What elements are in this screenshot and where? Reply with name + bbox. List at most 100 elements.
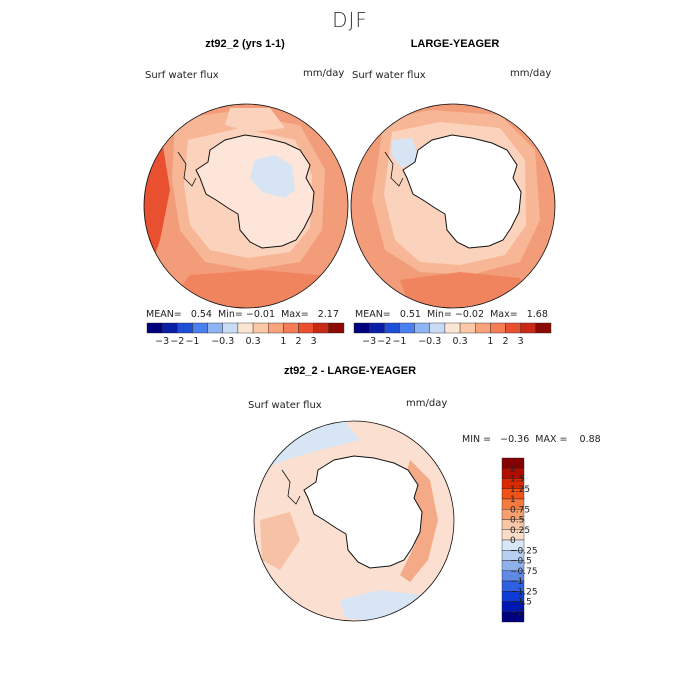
panel3-peninsula-coastline bbox=[281, 469, 301, 505]
panel1-colorbar-tick-label: −1 bbox=[185, 336, 199, 347]
panel1-map bbox=[143, 103, 349, 309]
panel3-colorbar-tick-label: 0.25 bbox=[510, 526, 530, 536]
panel3-colorbar-tick-label: 1.5 bbox=[510, 475, 524, 485]
panel2-stats: MEAN= 0.51 Min= −0.02 Max= 1.68 bbox=[355, 309, 548, 320]
panel2-colorbar-tick-label: −0.3 bbox=[418, 336, 441, 347]
panel2-map bbox=[350, 103, 556, 309]
panel3-colorbar-tick-label: 1 bbox=[510, 495, 516, 505]
panel1-field-patch-north bbox=[225, 108, 285, 132]
panel3-colorbar-tick-label: −1.5 bbox=[510, 598, 532, 608]
panel2-max-value: 1.68 bbox=[526, 309, 548, 320]
panel2-ice-blue-patch bbox=[392, 138, 420, 168]
panel3-colorbar-tick-label: 0.75 bbox=[510, 505, 530, 515]
panel2-colorbar-tick-label: −2 bbox=[377, 336, 391, 347]
panel2-colorbar-tick-label: 2 bbox=[503, 336, 509, 347]
panel2-colorbar: −3 −2 −1 −0.3 0.3 1 2 3 bbox=[353, 322, 552, 347]
panel3-antarctica-outline bbox=[303, 455, 423, 569]
panel2-min-value: −0.02 bbox=[454, 309, 485, 320]
panel1-title: zt92_2 (yrs 1-1) bbox=[205, 38, 285, 50]
panel1-colorbar-swatch bbox=[283, 322, 299, 334]
panel3-colorbar-tick-label: −2 bbox=[510, 608, 523, 618]
panel2-title: LARGE-YEAGER bbox=[410, 38, 500, 50]
panel2-variable-label: Surf water flux bbox=[352, 70, 426, 81]
panel1-max-label: Max= bbox=[281, 309, 309, 320]
panel2-colorbar-swatch bbox=[490, 322, 506, 334]
panel2-colorbar-tick-label: 0.3 bbox=[453, 336, 468, 347]
panel2-min-label: Min= bbox=[427, 309, 452, 320]
panel1-colorbar-tick-label: 1 bbox=[280, 336, 286, 347]
panel3-variable-label: Surf water flux bbox=[248, 400, 322, 411]
panel2-colorbar-tick-label: −1 bbox=[392, 336, 406, 347]
panel1-min-label: Min= bbox=[218, 309, 243, 320]
panel2-colorbar-swatch bbox=[429, 322, 446, 334]
panel2-colorbar-swatch bbox=[520, 322, 537, 334]
panel2-peninsula-coastline bbox=[384, 151, 404, 187]
panel1-max-value: 2.17 bbox=[317, 309, 339, 320]
panel1-colorbar-tick-label: −0.3 bbox=[211, 336, 234, 347]
panel3-colorbar-tick-label: 2 bbox=[510, 464, 516, 474]
panel3-title: zt92_2 - LARGE-YEAGER bbox=[283, 365, 417, 377]
panel2-colorbar-swatch bbox=[368, 322, 385, 334]
panel2-max-label: Max= bbox=[490, 309, 518, 320]
panel1-colorbar-tick-label: 2 bbox=[296, 336, 302, 347]
panel1-colorbar-swatch bbox=[252, 322, 269, 334]
panel1-colorbar-tick-label: −3 bbox=[155, 336, 169, 347]
panel1-colorbar-swatch bbox=[192, 322, 208, 334]
panel3-colorbar-tick-label: 0.5 bbox=[510, 516, 524, 526]
panel3-colorbar-tick-label: −0.25 bbox=[510, 546, 538, 556]
panel2-colorbar-swatch bbox=[505, 322, 521, 334]
panel1-colorbar-swatch bbox=[298, 322, 314, 334]
panel1-variable-label: Surf water flux bbox=[145, 70, 219, 81]
panel2-colorbar-tick-label: 1 bbox=[487, 336, 493, 347]
panel2-colorbar-swatch bbox=[384, 322, 400, 334]
panel3-map bbox=[253, 420, 455, 622]
panel1-colorbar-swatch bbox=[207, 322, 223, 334]
panel3-minmax: MIN = −0.36 MAX = 0.88 bbox=[462, 434, 601, 445]
panel2-map-border bbox=[350, 103, 556, 309]
panel1-mean-value: 0.54 bbox=[190, 309, 212, 320]
panel1-colorbar-tick-label: 0.3 bbox=[246, 336, 261, 347]
panel1-colorbar-swatch bbox=[313, 322, 330, 334]
panel2-colorbar-swatch bbox=[414, 322, 430, 334]
panel1-colorbar-swatch bbox=[161, 322, 178, 334]
panel3-colorbar-tick-label: 0 bbox=[510, 536, 516, 546]
panel2-colorbar-tick-label: 3 bbox=[518, 336, 524, 347]
panel1-field-patch-south bbox=[170, 270, 340, 308]
panel1-ice-blue-patch bbox=[250, 155, 295, 198]
panel2-mean-label: MEAN= bbox=[355, 309, 391, 320]
panel1-map-border bbox=[143, 103, 349, 309]
panel1-mean-label: MEAN= bbox=[146, 309, 182, 320]
panel2-mean-value: 0.51 bbox=[399, 309, 421, 320]
panel1-colorbar-swatch bbox=[328, 322, 345, 334]
panel1-colorbar-swatch bbox=[237, 322, 254, 334]
panel1-stats: MEAN= 0.54 Min= −0.01 Max= 2.17 bbox=[146, 309, 339, 320]
panel3-colorbar-tick-label: −0.5 bbox=[510, 557, 532, 567]
panel2-colorbar-swatch bbox=[459, 322, 476, 334]
panel3-colorbar-tick-label: −1 bbox=[510, 577, 523, 587]
panel1-colorbar-swatch bbox=[268, 322, 284, 334]
panel2-units-label: mm/day bbox=[510, 68, 552, 79]
panel2-colorbar-tick-label: −3 bbox=[362, 336, 376, 347]
panel2-colorbar-swatch bbox=[535, 322, 552, 334]
panel1-colorbar-tick-label: 3 bbox=[311, 336, 317, 347]
panel1-peninsula-coastline bbox=[177, 151, 197, 187]
figure-title: DJF bbox=[332, 8, 368, 32]
panel3-light-orange-patch bbox=[260, 512, 300, 570]
panel3-colorbar-swatch bbox=[501, 611, 525, 623]
panel2-antarctica-outline bbox=[402, 134, 522, 249]
panel1-colorbar-swatch bbox=[222, 322, 239, 334]
panel1-min-value: −0.01 bbox=[245, 309, 276, 320]
panel2-colorbar-swatch bbox=[399, 322, 415, 334]
panel2-colorbar-swatch bbox=[475, 322, 491, 334]
panel1-colorbar-swatch bbox=[177, 322, 193, 334]
panel3-colorbar-tick-label: −0.75 bbox=[510, 567, 538, 577]
panel1-colorbar: −3 −2 −1 −0.3 0.3 1 2 3 bbox=[146, 322, 345, 347]
panel2-field-patch-south bbox=[400, 272, 530, 308]
panel2-colorbar-swatch bbox=[444, 322, 461, 334]
panel2-colorbar-swatch bbox=[353, 322, 370, 334]
panel3-colorbar-tick-label: 1.25 bbox=[510, 485, 530, 495]
panel1-colorbar-swatch bbox=[146, 322, 163, 334]
panel1-units-label: mm/day bbox=[303, 68, 345, 79]
